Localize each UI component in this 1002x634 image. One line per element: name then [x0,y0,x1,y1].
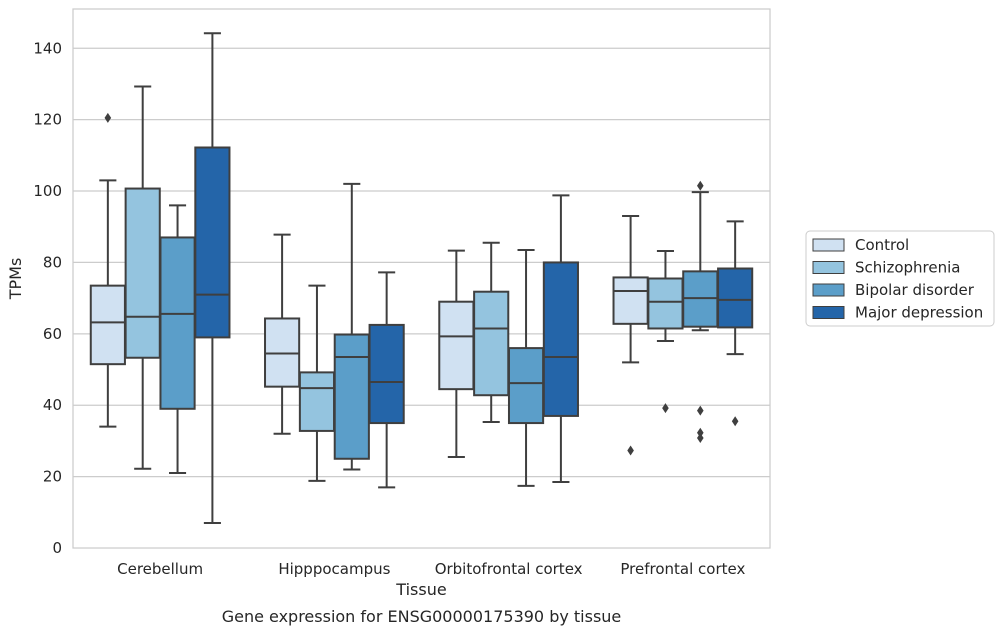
outlier-point [662,403,669,414]
legend-swatch [812,283,845,297]
figure-caption: Gene expression for ENSG00000175390 by t… [222,607,622,626]
box-major-depression [368,271,405,489]
y-axis-title: TPMs [6,258,25,301]
y-tick-labels: 0 20 40 60 80 100 120 140 [33,39,62,557]
box-control [264,233,301,435]
y-tick-label: 100 [33,182,62,200]
x-tick-labels: Cerebellum Hipppocampus Orbitofrontal cort… [117,560,745,578]
box-bipolar-disorder [507,248,545,487]
y-tick-label: 0 [52,539,62,557]
iqr-box [159,236,196,410]
legend-swatch [812,238,845,252]
box-schizophrenia [298,284,336,482]
box-bipolar-disorder [682,180,719,444]
x-tick-label: Cerebellum [117,560,203,578]
legend-label: Schizophrenia [855,259,960,277]
x-tick-label: Prefrontal cortex [620,560,745,578]
box-schizophrenia [647,250,684,414]
outlier-point [697,433,704,444]
legend-label: Major depression [855,304,983,322]
y-tick-label: 40 [43,396,62,414]
outlier-point [627,445,634,456]
plot-frame [72,8,771,549]
x-tick-label: Hipppocampus [278,560,390,578]
y-tick-label: 20 [43,468,62,486]
iqr-box [89,284,126,366]
iqr-box [194,146,231,339]
iqr-box [612,276,649,325]
outlier-point [697,180,704,191]
y-tick-label: 140 [33,39,62,57]
iqr-box [473,290,510,397]
legend-swatch [812,306,845,319]
legend-label: Control [855,236,909,254]
outlier-point [731,416,739,427]
iqr-box [438,300,475,391]
iqr-box [542,261,579,417]
iqr-box [717,267,754,329]
y-tick-label: 80 [43,253,62,271]
box-major-depression [194,32,231,525]
iqr-box [333,333,370,460]
iqr-box [124,187,161,359]
outlier-point [697,405,704,416]
x-axis-title: Tissue [395,580,446,599]
box-schizophrenia [473,241,510,423]
outlier-point [697,427,704,438]
x-tick-label: Orbitofrontal cortex [435,560,583,578]
y-tick-label: 120 [33,111,62,129]
box-bipolar-disorder [159,204,196,475]
box-major-depression [542,194,579,483]
boxes [89,32,754,525]
legend: Control Schizophrenia Bipolar disorder Majo… [805,230,995,327]
legend-frame [805,230,995,327]
legend-swatch [812,261,845,274]
box-bipolar-disorder [333,182,370,471]
iqr-box [368,323,405,425]
iqr-box [647,277,684,330]
y-tick-label: 60 [43,325,62,343]
legend-label: Bipolar disorder [855,281,975,299]
iqr-box [507,347,545,425]
iqr-box [298,371,336,432]
box-control [612,215,649,456]
outlier-point [104,112,112,123]
box-major-depression [717,220,754,427]
